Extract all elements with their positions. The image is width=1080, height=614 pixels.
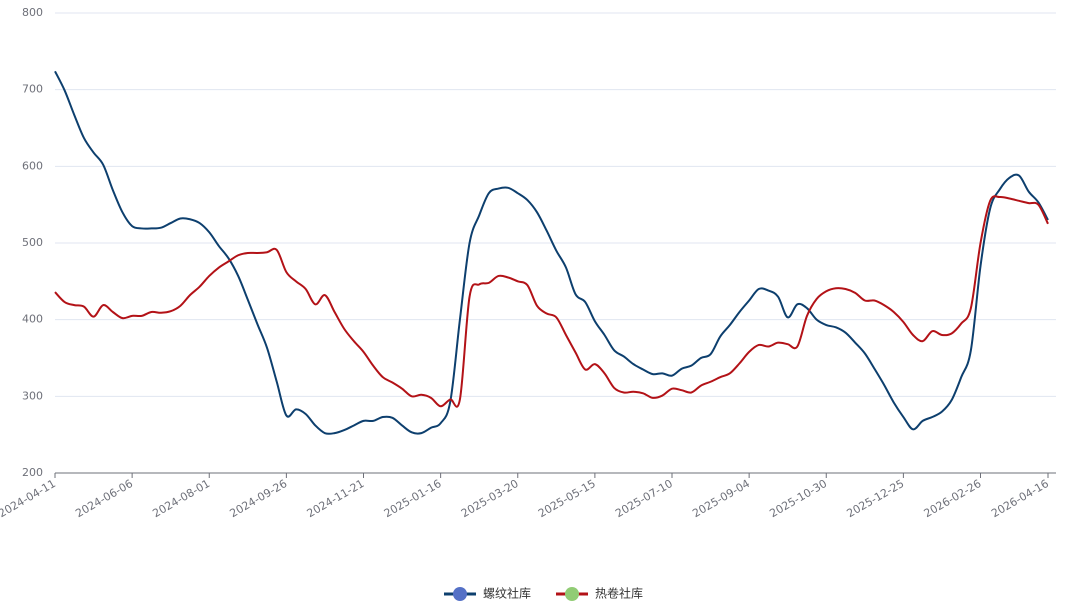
legend-label: 热卷社库: [595, 586, 643, 601]
series-line: [54, 195, 1049, 408]
legend-label: 螺纹社库: [483, 586, 531, 601]
x-tick-label: 2025-12-25: [845, 477, 907, 520]
y-tick-label: 300: [22, 389, 43, 402]
x-tick-label: 2025-03-20: [459, 477, 521, 520]
y-tick-label: 400: [22, 313, 43, 326]
x-tick-label: 2024-09-26: [228, 477, 290, 520]
x-tick-label: 2024-11-21: [305, 477, 367, 520]
y-tick-label: 600: [22, 159, 43, 172]
y-tick-label: 200: [22, 466, 43, 479]
x-tick-label: 2025-09-04: [690, 477, 752, 520]
x-tick-label: 2026-04-16: [989, 477, 1051, 520]
x-tick-label: 2025-01-16: [382, 477, 444, 520]
x-tick-label: 2024-08-01: [150, 477, 212, 520]
series-line: [54, 70, 1049, 435]
x-tick-label: 2026-02-26: [922, 477, 984, 520]
x-tick-label: 2025-10-30: [767, 477, 829, 520]
x-tick-label: 2024-06-06: [73, 477, 135, 520]
y-tick-label: 500: [22, 236, 43, 249]
y-tick-label: 700: [22, 83, 43, 96]
legend-marker: [453, 587, 467, 601]
legend-marker: [565, 587, 579, 601]
x-tick-label: 2025-07-10: [613, 477, 675, 520]
y-tick-label: 800: [22, 6, 43, 19]
x-tick-label: 2024-04-11: [0, 477, 58, 520]
x-tick-label: 2025-05-15: [536, 477, 598, 520]
